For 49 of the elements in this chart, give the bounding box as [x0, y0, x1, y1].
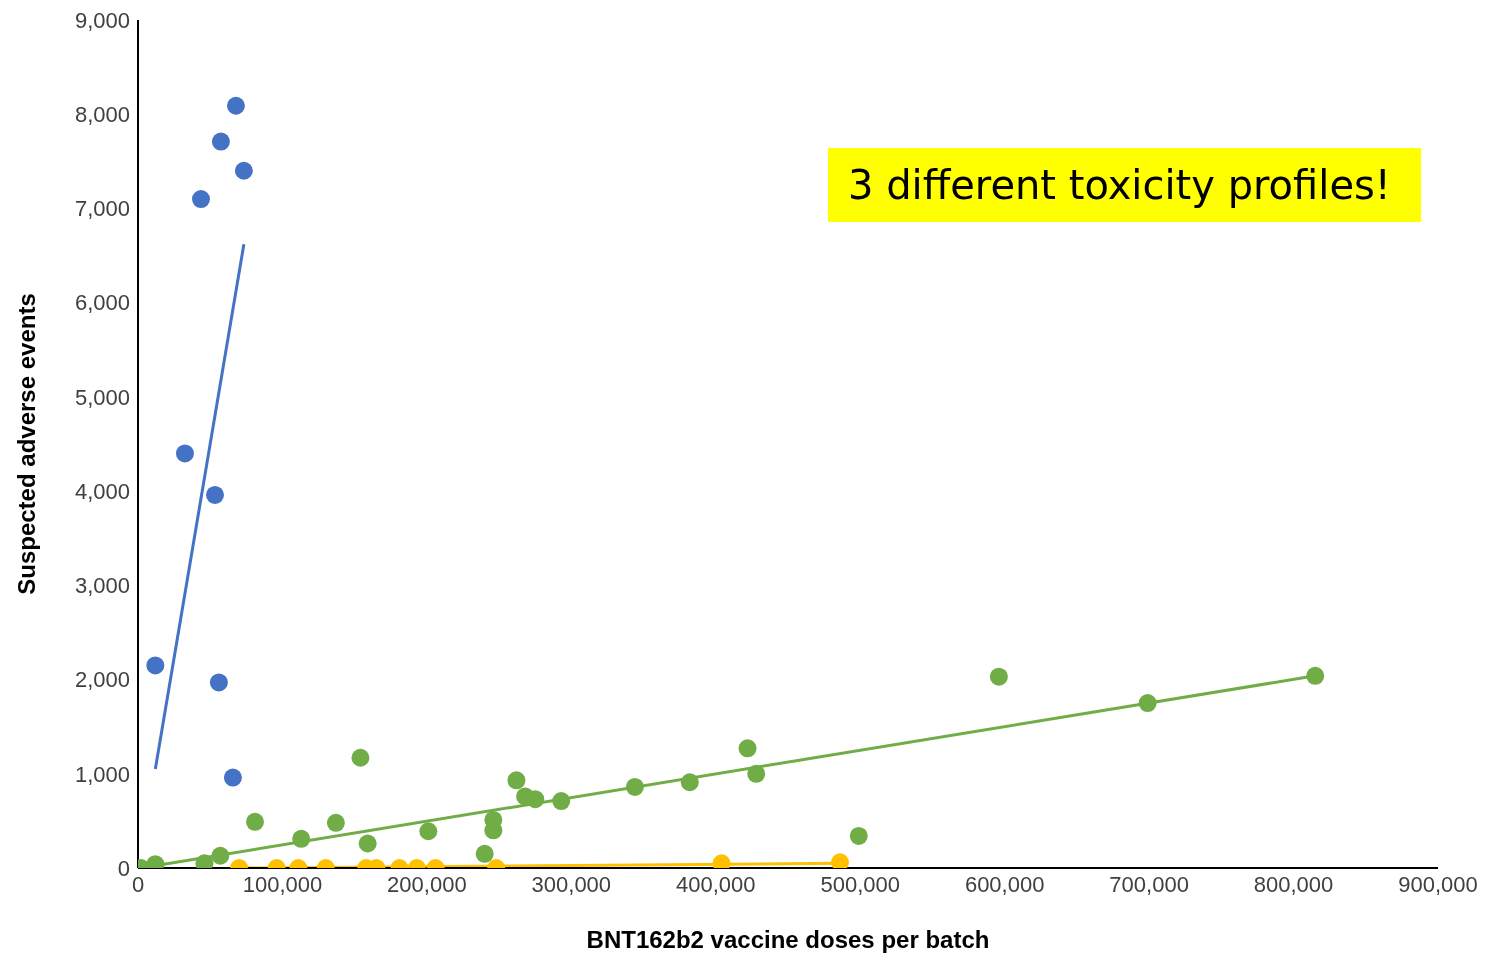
point	[507, 771, 526, 790]
point	[1306, 666, 1325, 685]
point	[625, 777, 644, 796]
point	[292, 829, 311, 848]
point	[552, 792, 571, 811]
point	[211, 846, 230, 865]
y-tick-label: 3,000	[74, 573, 130, 599]
point	[351, 748, 370, 767]
y-tick-label: 2,000	[74, 667, 130, 693]
point	[849, 826, 868, 845]
y-tick-label: 5,000	[74, 384, 130, 410]
y-tick-label: 7,000	[74, 196, 130, 222]
y-tick-label: 1,000	[74, 761, 130, 787]
y-tick-label: 8,000	[74, 102, 130, 128]
x-tick-label: 900,000	[1398, 871, 1478, 897]
point	[680, 773, 699, 792]
x-tick-label: 200,000	[387, 871, 467, 897]
y-tick-label: 4,000	[74, 478, 130, 504]
y-axis-title: Suspected adverse events	[12, 293, 40, 595]
x-tick-label: 500,000	[820, 871, 900, 897]
point	[205, 485, 224, 504]
point	[226, 96, 245, 115]
point	[326, 813, 345, 832]
point	[191, 190, 210, 209]
point	[358, 834, 377, 853]
y-tick-label: 0	[117, 855, 130, 881]
point	[246, 812, 264, 831]
point	[223, 768, 242, 787]
x-tick-label: 600,000	[964, 871, 1045, 897]
x-tick-label: 800,000	[1253, 871, 1334, 897]
y-tick-label: 6,000	[74, 290, 130, 316]
y-tick-label: 9,000	[74, 7, 130, 33]
point	[989, 667, 1008, 686]
x-tick-label: 100,000	[242, 871, 323, 897]
point	[747, 764, 766, 783]
annotation: 3 different toxicity profiles!	[828, 148, 1421, 222]
x-tick-label: 300,000	[531, 871, 612, 897]
x-axis-title: BNT162b2 vaccine doses per batch	[586, 926, 990, 953]
point	[234, 161, 253, 180]
point	[475, 844, 494, 863]
point	[1138, 694, 1157, 713]
point	[419, 822, 438, 841]
point	[146, 656, 165, 675]
point	[175, 444, 194, 463]
point	[211, 132, 230, 151]
x-tick-label: 700,000	[1109, 871, 1189, 897]
point	[738, 739, 757, 758]
point	[209, 673, 228, 692]
x-tick-label: 400,000	[676, 871, 756, 897]
